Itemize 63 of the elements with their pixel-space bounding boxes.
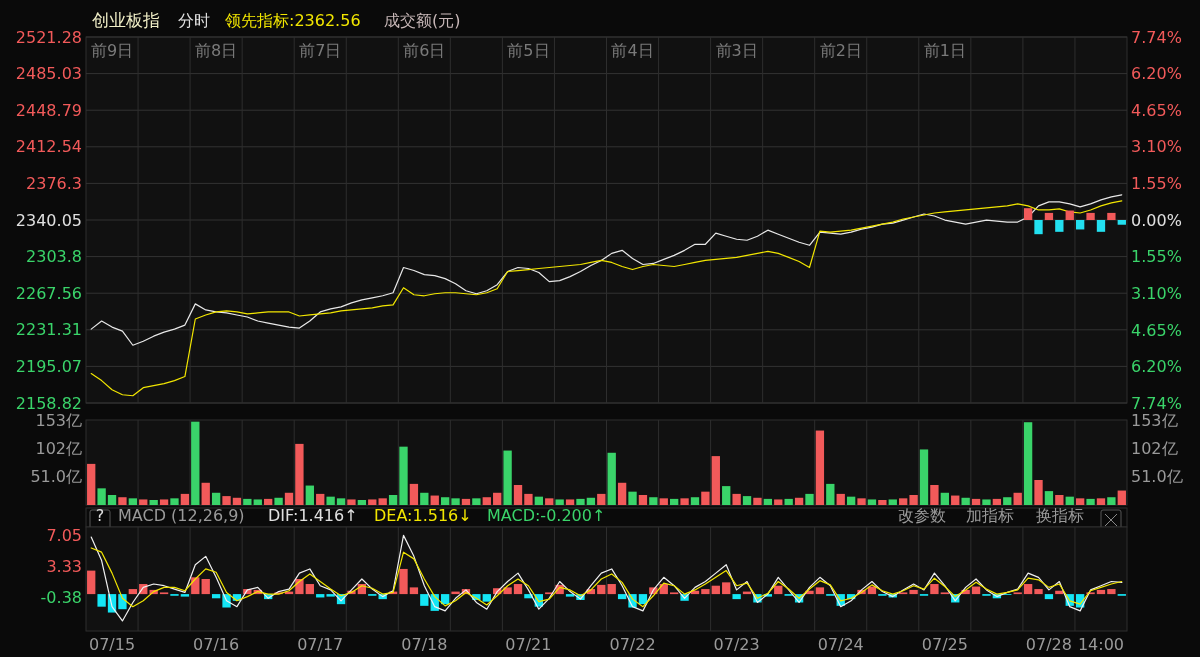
y2-tick-label: 3.10% [1131, 283, 1182, 303]
y2-tick-label: 1.55% [1131, 173, 1182, 193]
chart-title: 创业板指 [92, 10, 160, 30]
y2-tick-label: 6.20% [1131, 64, 1182, 84]
x-tick-label: 07/15 [88, 635, 136, 654]
y2-tick-label: 4.65% [1131, 320, 1182, 340]
text: ? [95, 506, 105, 525]
y-tick-label: 3.33 [46, 556, 82, 576]
y-tick-label: 153亿 [35, 410, 82, 430]
x-tick-label: 07/22 [609, 635, 656, 654]
x-tick-label: 前5日 [507, 41, 550, 60]
y2-tick-label: 153亿 [1131, 410, 1178, 430]
x-tick-label: 07/18 [401, 635, 448, 654]
x-tick-label: 07/21 [505, 635, 552, 654]
text: 改参数 [898, 506, 946, 525]
y-tick-label: 2195.07 [15, 357, 82, 376]
y2-tick-label: 4.65% [1131, 100, 1182, 120]
text: DIF:1.416↑ [268, 506, 358, 525]
x-tick-label: 前6日 [403, 41, 446, 60]
text: MACD:-0.200↑ [487, 506, 606, 525]
y-tick-label: 2158.82 [15, 393, 82, 413]
x-tick-label: 07/24 [817, 635, 864, 654]
y2-tick-label: 1.55% [1131, 247, 1182, 267]
text: DEA:1.516↓ [374, 506, 472, 525]
y-tick-label: 2340.05 [15, 210, 82, 230]
text: 领先指标:2362.56 [225, 11, 361, 30]
x-tick-label: 前4日 [611, 41, 654, 60]
y-tick-label: 2231.31 [15, 320, 82, 340]
y2-tick-label: 102亿 [1131, 438, 1178, 458]
text: 成交额(元) [384, 11, 461, 30]
y-tick-label: 2376.3 [26, 174, 82, 193]
x-tick-label: 07/17 [297, 635, 344, 654]
y-tick-label: 7.05 [46, 525, 82, 545]
x-tick-label: 14:00 [1077, 635, 1125, 654]
y2-tick-label: 7.74% [1131, 393, 1182, 413]
x-tick-label: 07/25 [921, 635, 968, 654]
x-tick-label: 前3日 [715, 41, 758, 60]
text: 分时 [178, 11, 210, 30]
y-tick-label: 51.0亿 [30, 467, 82, 487]
text: 换指标 [1036, 506, 1084, 525]
y2-tick-label: 6.20% [1131, 357, 1182, 377]
y2-tick-label: 7.74% [1131, 27, 1182, 47]
chart-title: MACD (12,26,9) [118, 506, 245, 525]
y2-tick-label: 51.0亿 [1131, 467, 1183, 487]
x-tick-label: 07/23 [713, 635, 760, 654]
y-tick-label: 2412.54 [15, 137, 82, 157]
x-tick-label: 前1日 [923, 41, 966, 60]
text: 加指标 [966, 506, 1014, 525]
x-tick-label: 前8日 [195, 41, 238, 60]
x-tick-label: 前9日 [90, 41, 134, 60]
y2-tick-label: 0.00% [1131, 210, 1182, 230]
y-tick-label: 102亿 [35, 438, 82, 458]
y-tick-label: 2303.8 [26, 247, 82, 267]
y-tick-label: 2485.03 [15, 64, 82, 84]
x-tick-label: 07/16 [193, 635, 240, 654]
y-tick-label: 2448.79 [15, 100, 82, 120]
x-tick-label: 前2日 [819, 41, 862, 60]
x-tick-label: 07/28 [1025, 635, 1072, 654]
y2-tick-label: 3.10% [1131, 137, 1182, 157]
y-tick-label: 2521.28 [15, 27, 82, 47]
y-tick-label: 2267.56 [15, 283, 82, 303]
y-tick-label: -0.38 [40, 587, 82, 607]
x-tick-label: 前7日 [299, 41, 342, 60]
